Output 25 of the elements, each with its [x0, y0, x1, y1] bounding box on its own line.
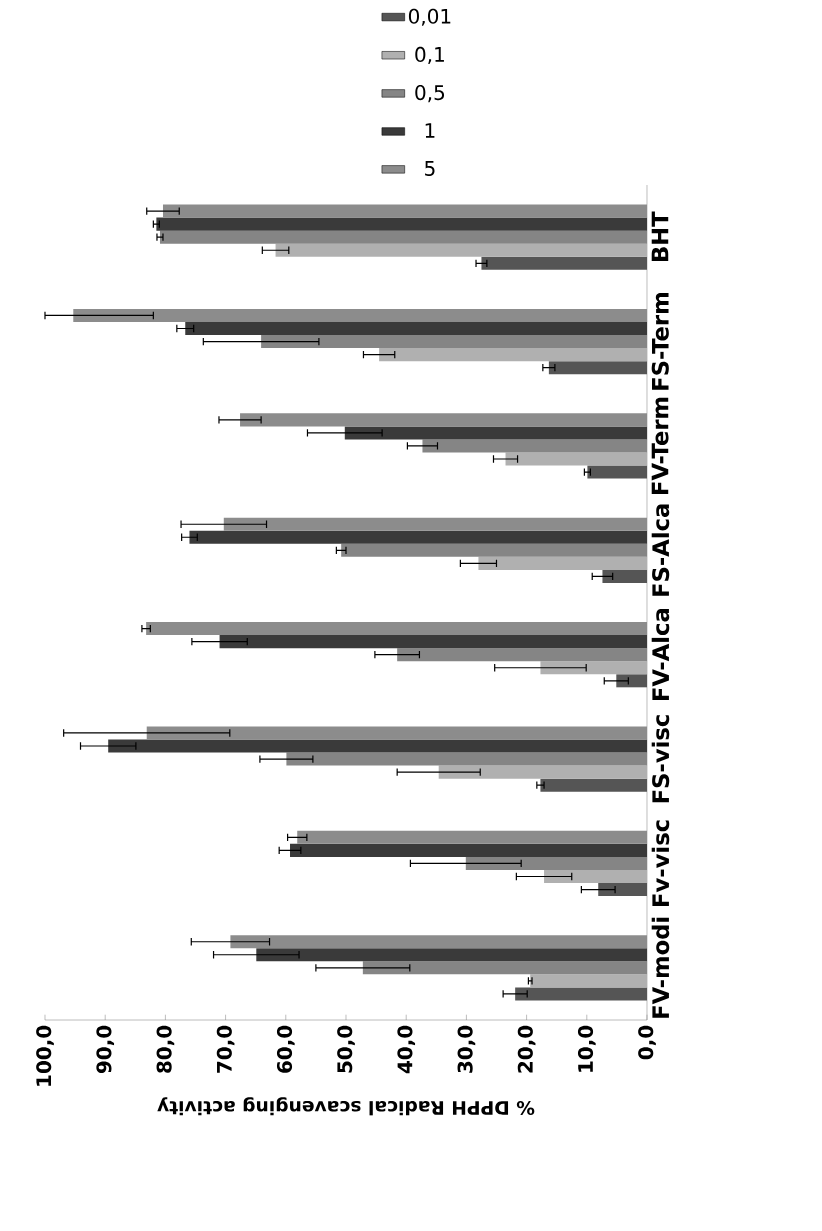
x-tick-label: 0,0	[638, 1025, 656, 1060]
legend-label: 0,1	[415, 46, 444, 64]
x-tick-label: 60,0	[276, 1025, 295, 1073]
y-tick-label: BHT	[651, 211, 669, 261]
y-tick-label: FS-visc	[651, 715, 670, 803]
legend-label: 0,5	[415, 84, 445, 103]
x-tick-label: 20,0	[517, 1025, 536, 1073]
y-tick-label: FS-Term	[651, 293, 669, 390]
y-tick-label: FV-Term	[651, 397, 669, 494]
x-tick-label: 30,0	[457, 1025, 476, 1073]
y-tick-label: FV-Alca	[651, 609, 670, 701]
x-tick-label: 50,0	[337, 1025, 355, 1073]
legend-label: 5	[425, 161, 435, 176]
legend-label: 0,01	[408, 8, 451, 26]
x-tick-label: 100,0	[36, 1025, 54, 1086]
y-tick-label: FS-Alca	[651, 504, 670, 596]
x-tick-label: 40,0	[397, 1025, 416, 1074]
y-tick-label: Fv-visc	[651, 820, 670, 906]
x-tick-label: 80,0	[156, 1025, 175, 1073]
legend-label: 1	[425, 123, 435, 138]
x-axis-title: % DPPH Radical scavenging activity	[157, 1097, 535, 1116]
x-tick-label: 70,0	[216, 1025, 235, 1073]
x-tick-label: 10,0	[577, 1025, 596, 1072]
x-tick-label: 90,0	[96, 1025, 115, 1074]
y-tick-label: FV-modi	[651, 917, 670, 1018]
